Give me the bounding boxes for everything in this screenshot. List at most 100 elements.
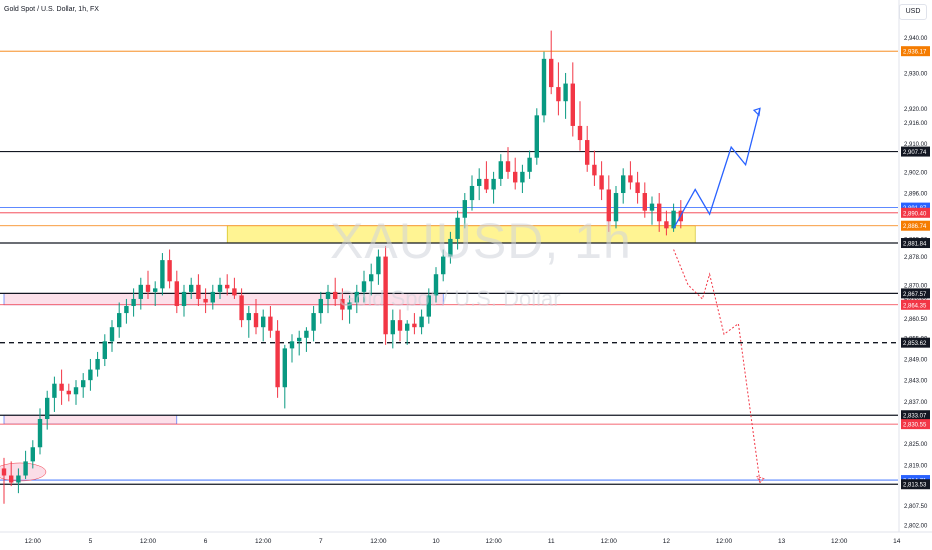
- candle-body: [297, 337, 302, 342]
- candle-body: [16, 475, 21, 483]
- candle-body: [196, 284, 201, 299]
- candle-body: [325, 291, 331, 299]
- price-tag: [901, 479, 930, 490]
- candle-body: [570, 83, 575, 126]
- x-tick-label: 12: [663, 538, 671, 545]
- candle-body: [376, 256, 381, 275]
- price-tag-label: 2,853.62: [903, 341, 927, 347]
- y-tick-label: 2,837.00: [904, 400, 928, 406]
- candle-body: [66, 390, 71, 395]
- y-tick-label: 2,807.50: [904, 504, 928, 510]
- candle-body: [109, 327, 115, 342]
- candle-body: [426, 295, 431, 317]
- candle-body: [138, 284, 143, 299]
- candle-body: [599, 175, 604, 190]
- candle-body: [383, 256, 388, 335]
- price-tag-label: 2,833.07: [903, 414, 927, 420]
- red-projection: [673, 249, 761, 483]
- candle-body: [664, 221, 669, 229]
- candle-body: [412, 323, 417, 328]
- candle-body: [649, 203, 655, 211]
- candle-body: [88, 369, 93, 381]
- price-tag: [901, 419, 930, 430]
- red-arrowhead: [756, 475, 765, 484]
- candle-body: [217, 284, 223, 292]
- price-axis-bg: [899, 0, 932, 550]
- candle-body: [239, 295, 244, 321]
- price-tag-label: 2,830.55: [903, 423, 927, 429]
- candle-body: [167, 260, 172, 282]
- y-tick-label: 2,860.50: [904, 317, 928, 323]
- candle-body: [45, 397, 50, 420]
- price-tag: [901, 207, 930, 218]
- candle-body: [441, 256, 446, 275]
- candle-body: [549, 58, 554, 88]
- price-tag-label: 2,813.53: [903, 483, 927, 489]
- candle-body: [23, 461, 28, 476]
- candle-body: [484, 178, 489, 190]
- candle-body: [635, 182, 640, 194]
- candle-body: [606, 189, 611, 222]
- candle-body: [203, 298, 208, 303]
- price-tag-label: 2,936.17: [903, 50, 927, 56]
- candle-body: [585, 140, 590, 165]
- candle-body: [390, 320, 395, 335]
- candle-body: [181, 291, 187, 307]
- candle-body: [311, 313, 316, 331]
- price-tag: [901, 146, 930, 157]
- price-tag: [901, 238, 930, 249]
- candle-body: [81, 380, 86, 388]
- y-tick-label: 2,870.00: [904, 283, 928, 289]
- candle-body: [621, 175, 626, 194]
- candle-body: [153, 288, 158, 292]
- candle-body: [37, 419, 43, 448]
- candle-body: [289, 341, 295, 349]
- y-tick-label: 2,802.00: [904, 523, 928, 529]
- candle-body: [160, 260, 165, 289]
- candle-body: [210, 291, 215, 303]
- y-tick-label: 2,878.00: [904, 255, 928, 261]
- candle-body: [534, 115, 539, 158]
- y-tick-label: 2,866.50: [904, 296, 928, 302]
- candle-body: [477, 178, 482, 186]
- candle-body: [52, 383, 57, 398]
- candle-body: [1, 468, 7, 476]
- candle-body: [73, 387, 79, 395]
- candle-body: [117, 313, 122, 328]
- candle-body: [671, 210, 676, 229]
- x-tick-label: 12:00: [485, 538, 502, 545]
- y-tick-label: 2,916.00: [904, 121, 928, 127]
- candle-body: [498, 161, 503, 179]
- x-tick-label: 10: [432, 538, 440, 545]
- candle-body: [131, 298, 136, 307]
- candle-body: [642, 193, 647, 211]
- y-tick-label: 2,910.00: [904, 142, 928, 148]
- candle-body: [124, 306, 129, 314]
- watermark-description: Gold Spot / U.S. Dollar: [338, 286, 561, 311]
- candle-body: [577, 125, 583, 141]
- price-tag-label: 2,907.74: [903, 150, 927, 156]
- candle-body: [282, 348, 287, 388]
- price-tag-label: 2,886.74: [903, 224, 927, 230]
- candle-body: [592, 164, 597, 176]
- y-tick-label: 2,920.00: [904, 107, 928, 113]
- candle-body: [268, 316, 273, 331]
- price-tag: [901, 220, 930, 231]
- candle-body: [30, 447, 35, 462]
- candle-body: [556, 87, 561, 102]
- candle-body: [527, 157, 532, 172]
- currency-button[interactable]: USD: [899, 4, 927, 20]
- price-tag: [901, 337, 930, 348]
- candle-body: [189, 284, 194, 292]
- candle-body: [455, 217, 460, 239]
- low-ellipse: [0, 462, 47, 482]
- x-tick-label: 11: [548, 538, 555, 545]
- candle-body: [354, 291, 359, 303]
- price-tag-label: 2,890.40: [903, 211, 927, 217]
- candle-body: [347, 302, 352, 310]
- candle-body: [174, 281, 179, 307]
- x-tick-label: 12:00: [140, 538, 157, 545]
- blue-arrowhead: [752, 107, 761, 117]
